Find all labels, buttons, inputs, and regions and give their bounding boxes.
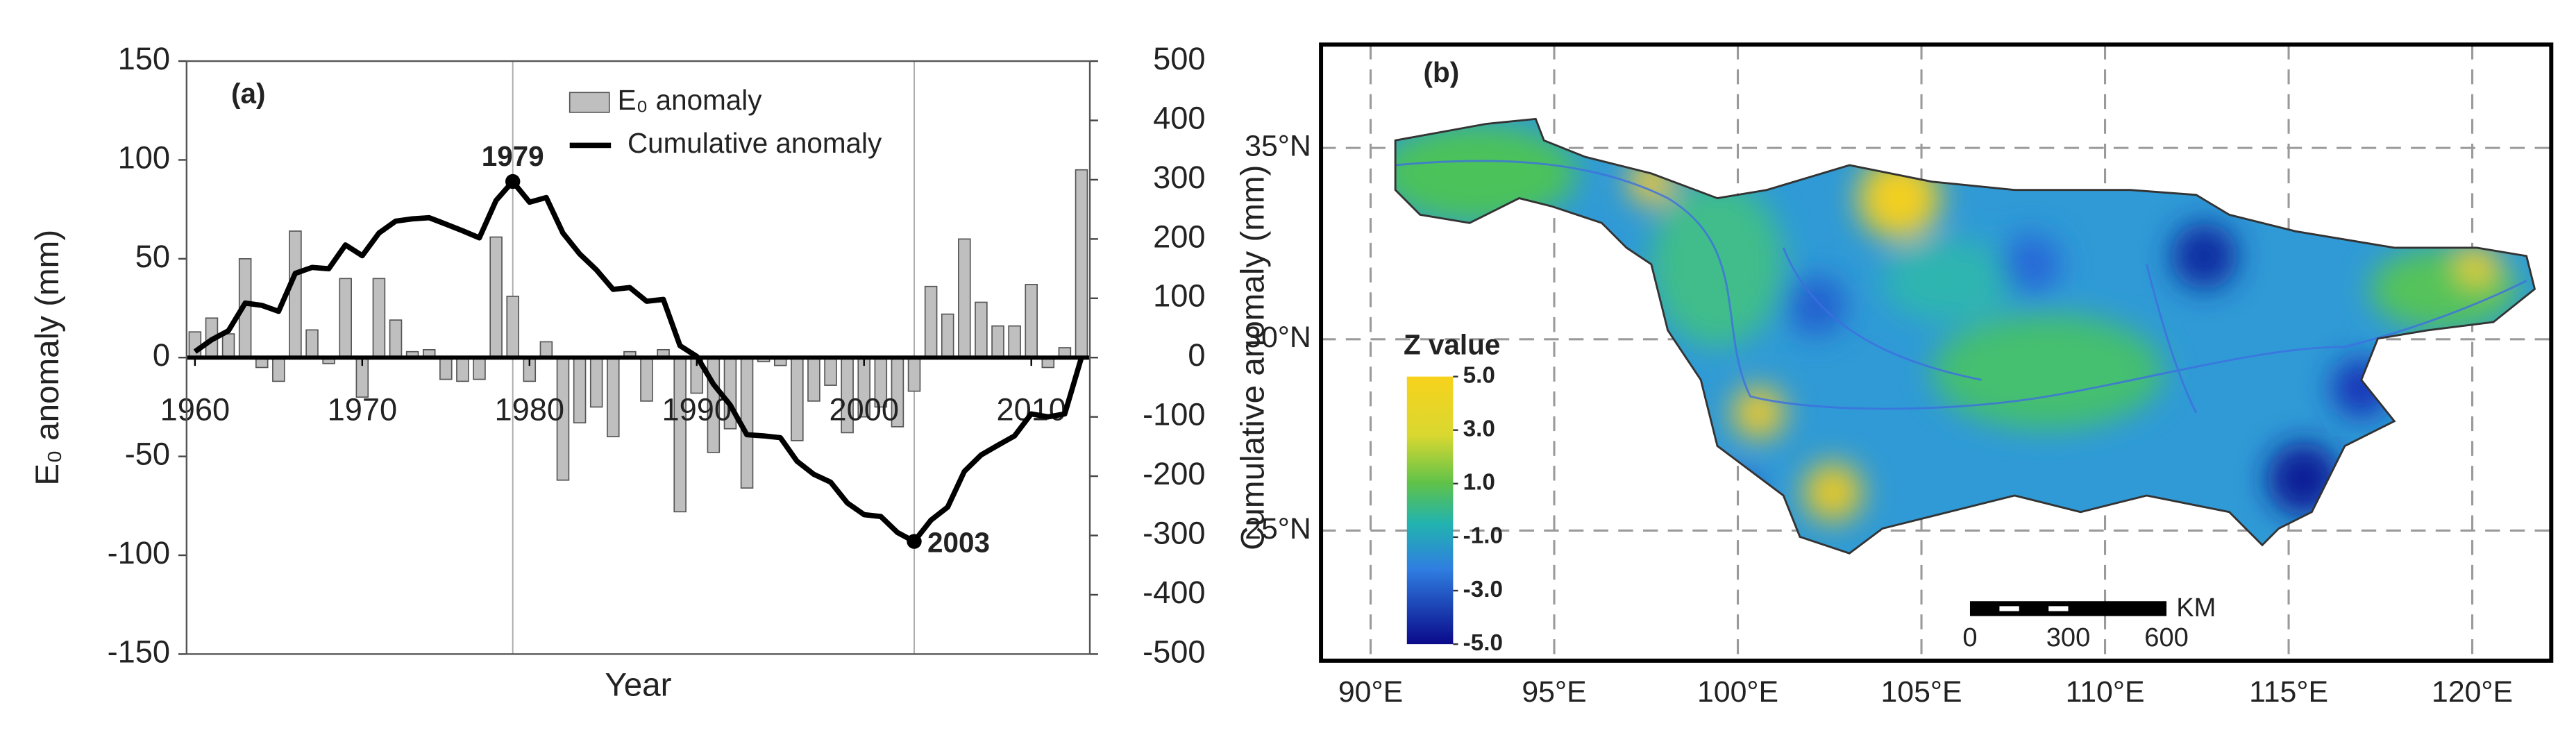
legend-label: Cumulative anomaly (628, 127, 882, 159)
bar (640, 357, 653, 402)
y2-tick-label: -300 (1143, 515, 1205, 550)
bar (941, 313, 954, 359)
y2-axis-title: Cumulative anomaly (mm) (1234, 165, 1271, 550)
bar (589, 357, 603, 408)
y-tick-label: 30°N (1245, 321, 1311, 354)
scale-label: 300 (2046, 623, 2090, 652)
bar (1008, 325, 1021, 359)
annotation-point (505, 174, 521, 189)
bar (289, 230, 302, 359)
y2-tick-label: 200 (1153, 219, 1205, 254)
bar (489, 236, 503, 359)
panel-label: (b) (1424, 56, 1460, 88)
bar (573, 357, 587, 424)
y2-tick-label: 300 (1153, 160, 1205, 195)
bar (607, 357, 620, 437)
bar (807, 357, 820, 402)
y-tick-label: -150 (108, 634, 170, 669)
bar (958, 238, 971, 359)
scale-bar-gap (2048, 606, 2069, 611)
bar (506, 296, 519, 359)
y-tick-label: 100 (118, 140, 170, 175)
bar (991, 325, 1004, 359)
y2-tick-label: 400 (1153, 100, 1205, 135)
bar (456, 357, 469, 382)
bar (188, 331, 202, 359)
scale-label: 0 (1962, 623, 1977, 652)
x-tick-label: 100°E (1697, 675, 1778, 709)
x-axis-title: Year (605, 667, 671, 704)
y-tick-label: 150 (118, 41, 170, 76)
y-tick-label: 35°N (1245, 129, 1311, 162)
plot-frame (185, 60, 1091, 655)
colorbar-label: 5.0 (1463, 362, 1495, 388)
map-frame (1319, 42, 2554, 663)
y2-tick-label: -100 (1143, 397, 1205, 432)
y2-tick-label: -200 (1143, 456, 1205, 491)
y2-tick-label: -400 (1143, 575, 1205, 610)
x-tick-label: 2000 (829, 392, 899, 428)
bar (1075, 169, 1088, 359)
bar (272, 357, 285, 382)
x-tick-label: 110°E (2066, 675, 2145, 709)
bar (473, 357, 486, 380)
scale-label: 600 (2144, 623, 2188, 652)
bar (975, 301, 988, 359)
colorbar-label: -1.0 (1463, 523, 1503, 549)
bar (824, 357, 837, 386)
scale-unit: KM (2176, 593, 2216, 623)
y2-tick-label: 100 (1153, 278, 1205, 314)
x-tick-label: 1990 (662, 392, 732, 428)
bar (339, 278, 352, 359)
y2-tick-label: 500 (1153, 41, 1205, 76)
y-tick-label: 0 (153, 337, 170, 373)
annotation: 1979 (482, 140, 544, 172)
bar (791, 357, 804, 441)
bar (389, 319, 403, 359)
x-tick-label: 120°E (2432, 675, 2513, 709)
y-tick-label: 50 (135, 239, 170, 274)
y2-tick-label: -500 (1143, 634, 1205, 669)
scale-bar-gap (1999, 606, 2019, 611)
bar (1025, 284, 1038, 359)
bar (673, 357, 687, 513)
bar (221, 333, 235, 359)
colorbar-label: -3.0 (1463, 577, 1503, 602)
x-tick-label: 105°E (1880, 675, 1962, 709)
x-tick-label: 90°E (1338, 675, 1403, 709)
x-tick-label: 95°E (1522, 675, 1586, 709)
colorbar-title: Z value (1404, 328, 1500, 360)
colorbar-label: -5.0 (1463, 630, 1503, 656)
x-tick-label: 115°E (2249, 675, 2328, 709)
y2-tick-label: 0 (1188, 337, 1205, 373)
legend-swatch (569, 92, 610, 113)
colorbar (1406, 376, 1454, 645)
bar (439, 357, 453, 380)
y-tick-label: -100 (108, 535, 170, 571)
colorbar-label: 1.0 (1463, 470, 1495, 496)
bar (372, 278, 386, 359)
x-tick-label: 2010 (996, 392, 1066, 428)
x-tick-label: 1960 (160, 392, 230, 428)
colorbar-label: 3.0 (1463, 416, 1495, 441)
bar (305, 329, 319, 359)
legend-label: E₀ anomaly (618, 84, 763, 116)
cumulative-line (193, 178, 1084, 544)
bar (924, 285, 938, 359)
annotation-point (907, 534, 922, 549)
panel-label: (a) (231, 78, 265, 110)
bar (907, 357, 921, 392)
y-axis-title: E₀ anomaly (mm) (29, 230, 66, 486)
bar (539, 341, 553, 359)
x-tick-label: 1980 (495, 392, 565, 428)
y-tick-label: -50 (125, 437, 170, 472)
x-tick-label: 1970 (328, 392, 398, 428)
y-tick-label: 25°N (1245, 512, 1311, 546)
annotation: 2003 (927, 527, 990, 559)
